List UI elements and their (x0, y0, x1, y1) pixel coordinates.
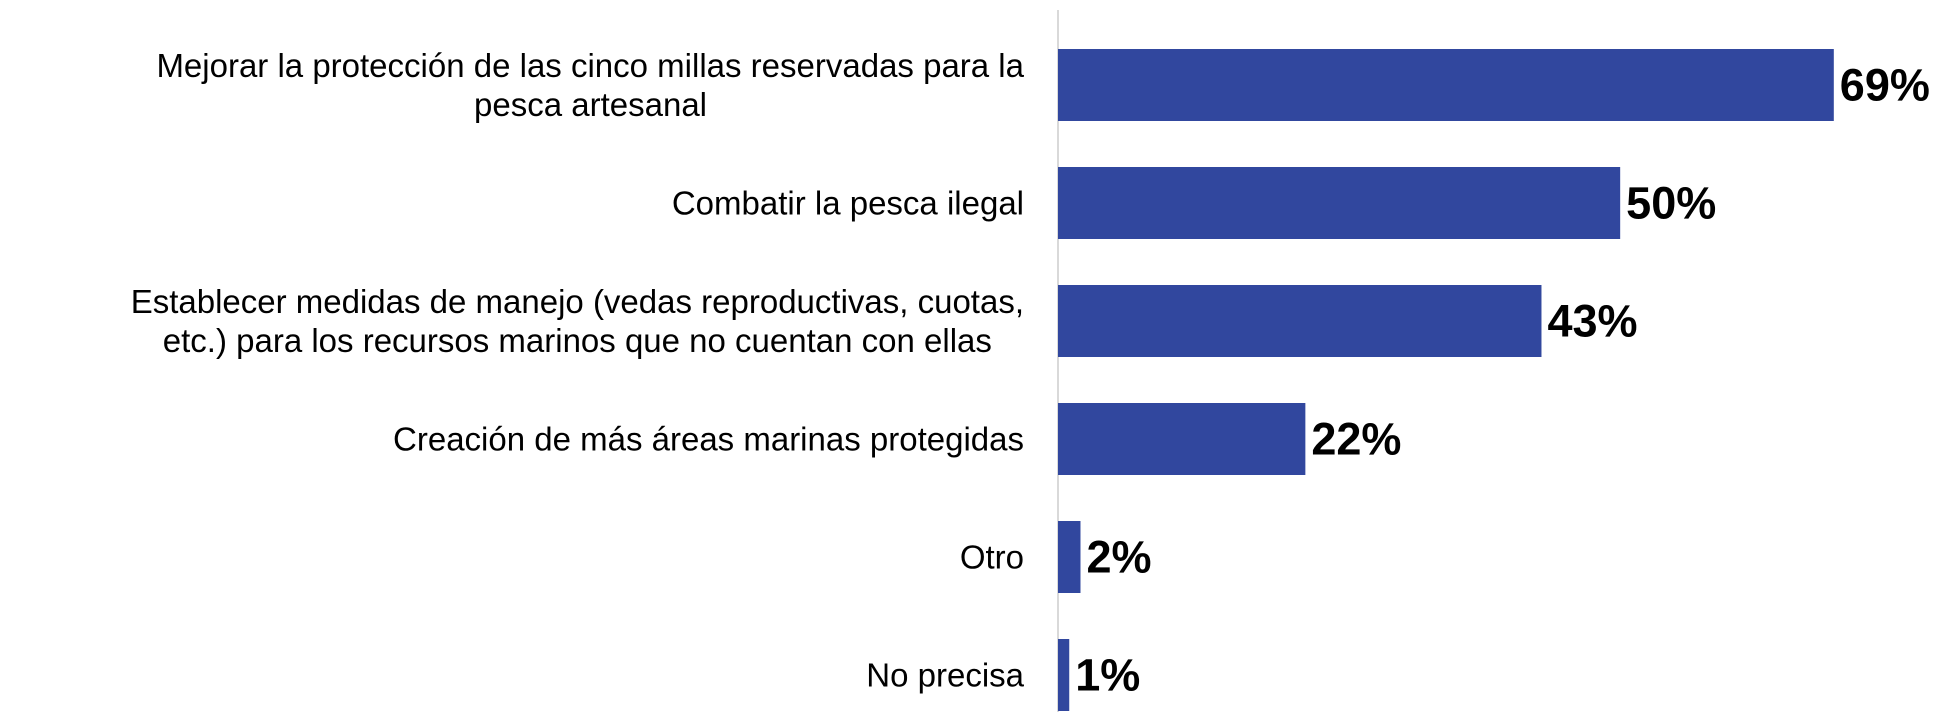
bar (1058, 521, 1081, 593)
category-labels-group: Mejorar la protección de las cinco milla… (131, 47, 1025, 694)
data-label: 1% (1075, 650, 1140, 701)
bar (1058, 639, 1070, 711)
data-label: 50% (1626, 178, 1716, 229)
data-label: 2% (1086, 532, 1151, 583)
bars-group (1058, 49, 1834, 711)
category-label: Creación de más áreas marinas protegidas (393, 421, 1024, 458)
bar (1058, 285, 1542, 357)
category-label: Combatir la pesca ilegal (672, 185, 1024, 222)
category-label: Otro (960, 539, 1024, 576)
data-label: 22% (1311, 414, 1401, 465)
category-label: pesca artesanal (474, 86, 707, 123)
category-label: No precisa (866, 657, 1024, 694)
value-labels-group: 69% 50% 43% 22% 2% 1% (1075, 60, 1930, 701)
category-label: Establecer medidas de manejo (vedas repr… (131, 283, 1024, 320)
data-label: 69% (1840, 60, 1930, 111)
bar (1058, 167, 1621, 239)
bar (1058, 49, 1834, 121)
category-label: etc.) para los recursos marinos que no c… (163, 322, 992, 359)
bar (1058, 403, 1306, 475)
category-label: Mejorar la protección de las cinco milla… (156, 47, 1024, 84)
data-label: 43% (1547, 296, 1637, 347)
